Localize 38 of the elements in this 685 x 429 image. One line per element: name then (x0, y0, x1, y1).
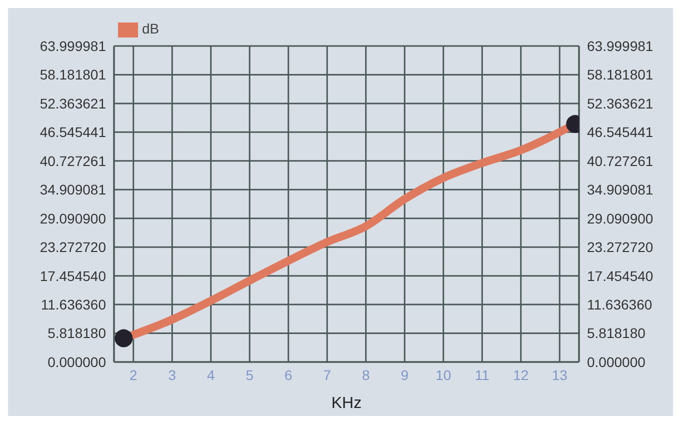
y-tick-label: 58.181801 (40, 66, 106, 83)
y-tick-label: 63.999981 (40, 38, 106, 54)
y2-tick-label: 46.545441 (587, 124, 654, 140)
x-tick-label: 13 (552, 366, 568, 383)
x-axis-title: KHz (331, 395, 362, 412)
y2-tick-label: 40.727261 (587, 152, 654, 169)
y2-tick-label: 5.818180 (587, 325, 646, 342)
x-tick-label: 12 (513, 366, 529, 383)
y-tick-label: 0.000000 (48, 354, 106, 370)
y-tick-label: 40.727261 (40, 152, 106, 169)
x-tick-label: 3 (168, 366, 176, 383)
y-tick-label: 23.272720 (40, 239, 106, 256)
y2-tick-label: 52.363621 (587, 95, 654, 112)
y2-tick-label: 58.181801 (587, 66, 654, 83)
y2-tick-label: 0.000000 (587, 354, 646, 370)
y-tick-label: 5.818180 (48, 325, 106, 342)
y2-tick-label: 34.909081 (587, 182, 654, 198)
y-tick-label: 11.636360 (40, 296, 106, 313)
x-tick-label: 11 (474, 366, 490, 383)
x-tick-label: 8 (362, 366, 370, 383)
y2-tick-label: 29.090900 (587, 210, 654, 226)
y2-tick-label: 11.636360 (587, 296, 652, 313)
x-tick-label: 6 (284, 366, 292, 383)
y-tick-label: 52.363621 (40, 95, 106, 112)
y2-tick-label: 63.999981 (587, 38, 654, 54)
y-tick-label: 17.454540 (40, 268, 106, 284)
x-tick-label: 4 (206, 366, 215, 383)
legend-label: dB (142, 20, 160, 37)
y-tick-label: 46.545441 (40, 124, 106, 140)
x-tick-label: 10 (436, 366, 452, 383)
y-tick-label: 34.909081 (40, 182, 106, 198)
x-tick-label: 5 (246, 366, 254, 383)
y-tick-label: 29.090900 (40, 210, 106, 226)
x-tick-label: 2 (129, 366, 138, 383)
x-tick-label: 7 (323, 366, 332, 383)
y2-tick-label: 17.454540 (587, 268, 654, 284)
y2-tick-label: 23.272720 (587, 239, 654, 256)
x-tick-label: 9 (400, 366, 409, 383)
